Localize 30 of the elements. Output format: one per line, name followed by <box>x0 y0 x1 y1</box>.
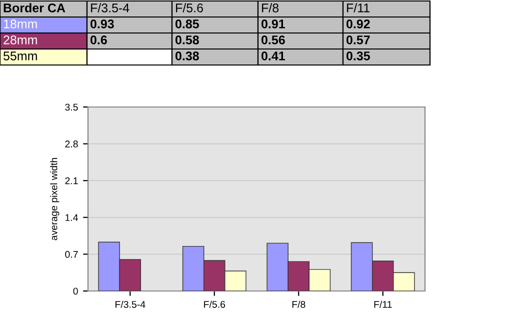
category-label: F/11 <box>347 3 370 12</box>
chart-title: Border CA <box>4 3 66 12</box>
data-label: 0.93 <box>90 20 114 28</box>
data-label: 0.41 <box>261 52 285 60</box>
y-tick-label: 3.5 <box>65 104 78 111</box>
text: 28mm <box>4 36 37 44</box>
data-label: 0.91 <box>261 20 285 28</box>
data-label: 0.57 <box>346 36 370 44</box>
y-tick-label: 0 <box>73 288 78 295</box>
y-tick-label: 2.8 <box>65 140 78 148</box>
data-label: 0.56 <box>261 36 285 44</box>
category-label: F/3.5-4 <box>91 3 130 12</box>
x-tick-label: F/8 <box>292 300 306 308</box>
data-label: 0.6 <box>90 36 107 44</box>
y-tick-label: 0.7 <box>65 250 78 258</box>
y-tick-label: 2.1 <box>65 177 78 184</box>
category-label: F/5.6 <box>176 3 203 12</box>
x-tick-label: F/5.6 <box>204 300 226 308</box>
x-tick-label: F/3.5-4 <box>116 300 146 308</box>
text: 18mm <box>4 20 37 28</box>
data-label: 0.35 <box>346 52 370 60</box>
data-label: 0.92 <box>346 20 370 28</box>
data-label: 0.85 <box>175 20 199 28</box>
text: 55mm <box>4 52 37 60</box>
y-axis-title: average pixel width <box>50 158 60 240</box>
x-tick-label: F/11 <box>374 300 392 308</box>
data-label: 0.58 <box>175 36 199 44</box>
data-label: 0.38 <box>175 52 199 60</box>
category-label: F/8 <box>262 3 279 12</box>
y-tick-label: 1.4 <box>66 214 78 221</box>
